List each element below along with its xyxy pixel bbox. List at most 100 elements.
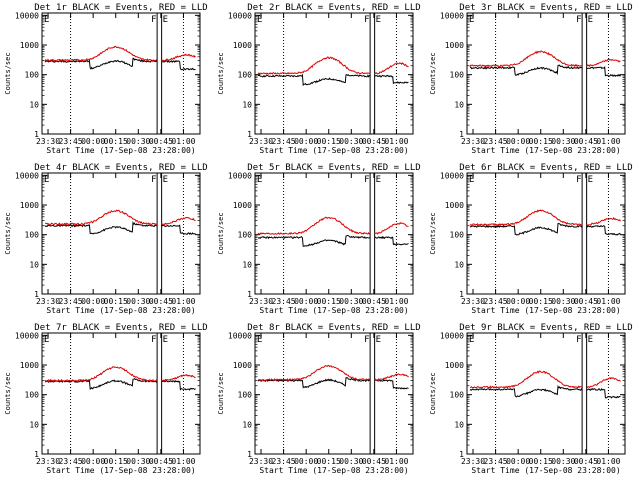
detector-panel-7: Det 7r BLACK = Events, RED = LLD Counts/s… bbox=[4, 323, 208, 475]
y-tick-label: 1000 bbox=[445, 201, 464, 210]
x-tick-label: 23:45 bbox=[484, 297, 508, 306]
series-lld-line bbox=[257, 364, 409, 382]
series-lld-line bbox=[469, 370, 621, 389]
x-tick-label: 23:30 bbox=[36, 137, 60, 146]
x-tick-label: 00:15 bbox=[104, 137, 128, 146]
panel-title: Det 1r BLACK = Events, RED = LLD bbox=[34, 3, 207, 13]
detector-panel-1: Det 1r BLACK = Events, RED = LLD Counts/s… bbox=[4, 3, 208, 155]
y-tick-label: 100 bbox=[238, 231, 253, 240]
marker-e-left: E bbox=[44, 15, 49, 25]
panel-title: Det 3r BLACK = Events, RED = LLD bbox=[459, 3, 632, 13]
x-tick-label: 23:30 bbox=[36, 457, 60, 466]
x-tick-label: 00:45 bbox=[362, 297, 386, 306]
marker-e-left: E bbox=[44, 335, 49, 345]
x-tick-label: 23:30 bbox=[461, 297, 485, 306]
y-tick-label: 1 bbox=[247, 130, 252, 139]
y-axis-label: Counts/sec bbox=[4, 372, 12, 414]
x-tick-label: 00:00 bbox=[506, 457, 530, 466]
series-lld-line bbox=[257, 56, 409, 75]
y-tick-label: 10 bbox=[29, 260, 39, 269]
x-tick-label: 00:45 bbox=[574, 297, 598, 306]
series-lld-line bbox=[257, 216, 409, 235]
panel-title: Det 9r BLACK = Events, RED = LLD bbox=[459, 323, 632, 333]
y-axis-label: Counts/sec bbox=[429, 52, 437, 94]
marker-f: F bbox=[576, 15, 581, 25]
series-events-line bbox=[257, 377, 409, 390]
detector-panel-5: Det 5r BLACK = Events, RED = LLD Counts/s… bbox=[217, 163, 421, 315]
x-tick-label: 23:45 bbox=[59, 297, 83, 306]
y-tick-label: 10 bbox=[29, 100, 39, 109]
marker-f: F bbox=[576, 175, 581, 185]
x-tick-label: 01:00 bbox=[384, 297, 408, 306]
y-tick-label: 100 bbox=[238, 71, 253, 80]
x-tick-label: 00:45 bbox=[574, 137, 598, 146]
series-events-line bbox=[257, 73, 409, 87]
y-tick-label: 1000 bbox=[20, 361, 39, 370]
marker-e-left: E bbox=[469, 175, 474, 185]
x-tick-label: 00:00 bbox=[81, 297, 105, 306]
plot-frame bbox=[41, 332, 201, 455]
x-tick-label: 01:00 bbox=[384, 457, 408, 466]
x-tick-label: 00:45 bbox=[149, 457, 173, 466]
x-tick-label: 00:30 bbox=[339, 297, 363, 306]
series-lld-line bbox=[44, 45, 196, 62]
y-tick-label: 10000 bbox=[228, 331, 252, 340]
x-axis-label: Start Time (17-Sep-08 23:28:00) bbox=[259, 146, 408, 155]
x-tick-label: 23:30 bbox=[249, 297, 273, 306]
marker-f: F bbox=[151, 15, 156, 25]
y-tick-label: 100 bbox=[25, 231, 40, 240]
plot-frame bbox=[254, 12, 414, 135]
marker-f: F bbox=[364, 335, 369, 345]
marker-e: E bbox=[588, 335, 593, 345]
plot-frame bbox=[41, 12, 201, 135]
x-tick-label: 00:30 bbox=[551, 137, 575, 146]
marker-e-left: E bbox=[257, 15, 262, 25]
y-tick-label: 10000 bbox=[440, 11, 464, 20]
x-tick-label: 00:15 bbox=[104, 297, 128, 306]
y-tick-label: 1 bbox=[34, 130, 39, 139]
y-tick-label: 1000 bbox=[233, 361, 252, 370]
x-tick-label: 23:45 bbox=[272, 457, 296, 466]
detector-panel-6: Det 6r BLACK = Events, RED = LLD Counts/s… bbox=[429, 163, 633, 315]
detector-panel-4: Det 4r BLACK = Events, RED = LLD Counts/s… bbox=[4, 163, 208, 315]
marker-e-left: E bbox=[469, 15, 474, 25]
x-tick-label: 00:15 bbox=[529, 457, 553, 466]
y-tick-label: 1000 bbox=[20, 201, 39, 210]
y-tick-label: 10 bbox=[454, 100, 464, 109]
y-axis-label: Counts/sec bbox=[4, 212, 12, 254]
marker-e: E bbox=[163, 15, 168, 25]
x-tick-label: 00:30 bbox=[126, 297, 150, 306]
y-tick-label: 10000 bbox=[15, 171, 39, 180]
y-tick-label: 10000 bbox=[228, 171, 252, 180]
x-tick-label: 00:00 bbox=[294, 297, 318, 306]
x-tick-label: 23:30 bbox=[36, 297, 60, 306]
x-tick-label: 00:15 bbox=[317, 137, 341, 146]
marker-e: E bbox=[376, 15, 381, 25]
marker-e-left: E bbox=[44, 175, 49, 185]
x-axis-label: Start Time (17-Sep-08 23:28:00) bbox=[259, 466, 408, 475]
x-tick-label: 23:45 bbox=[59, 137, 83, 146]
y-tick-label: 10000 bbox=[440, 331, 464, 340]
y-tick-label: 100 bbox=[450, 71, 465, 80]
y-tick-label: 100 bbox=[25, 71, 40, 80]
marker-e: E bbox=[376, 335, 381, 345]
x-tick-label: 23:45 bbox=[59, 457, 83, 466]
y-tick-label: 1000 bbox=[233, 201, 252, 210]
x-tick-label: 00:15 bbox=[529, 297, 553, 306]
x-tick-label: 00:15 bbox=[104, 457, 128, 466]
x-tick-label: 00:00 bbox=[294, 137, 318, 146]
y-tick-label: 1000 bbox=[233, 41, 252, 50]
y-tick-label: 10 bbox=[454, 260, 464, 269]
y-tick-label: 100 bbox=[238, 391, 253, 400]
plot-frame bbox=[466, 172, 626, 295]
x-axis-label: Start Time (17-Sep-08 23:28:00) bbox=[471, 466, 620, 475]
series-events-line bbox=[44, 57, 196, 71]
x-tick-label: 00:00 bbox=[506, 297, 530, 306]
panel-title: Det 8r BLACK = Events, RED = LLD bbox=[247, 323, 420, 333]
y-tick-label: 1 bbox=[34, 290, 39, 299]
x-tick-label: 00:45 bbox=[574, 457, 598, 466]
y-tick-label: 1 bbox=[459, 290, 464, 299]
x-tick-label: 01:00 bbox=[171, 297, 195, 306]
marker-e: E bbox=[588, 175, 593, 185]
